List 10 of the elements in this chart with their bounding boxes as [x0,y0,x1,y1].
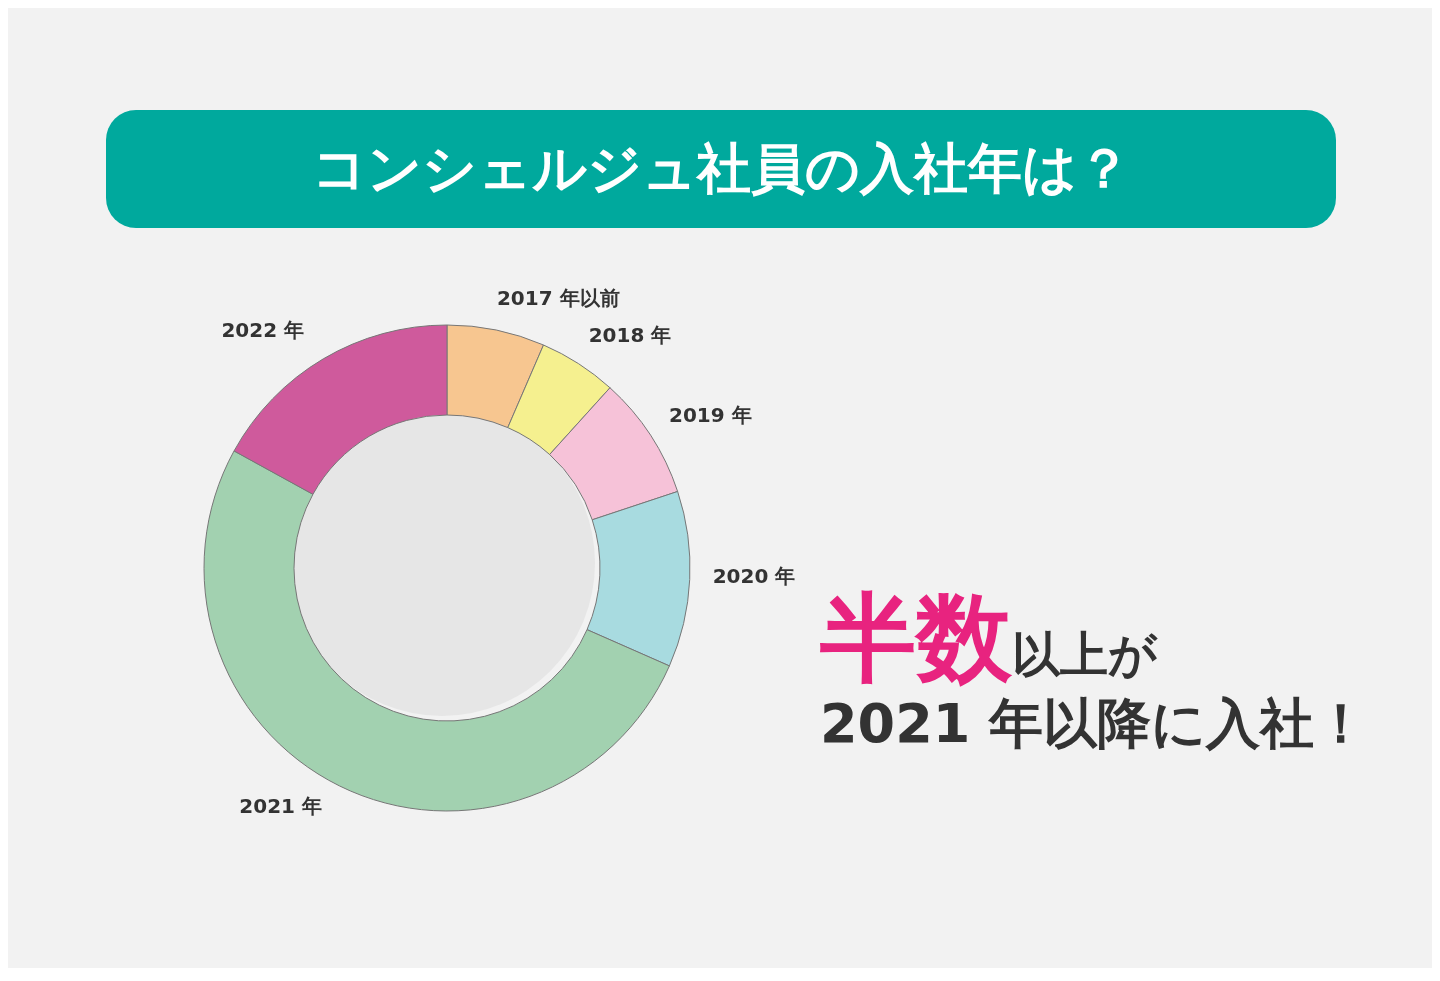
text: 2021 年以降に入社！ [820,692,1369,756]
text: 以上が [1012,626,1157,682]
slice-label: 2020 年 [712,563,796,588]
chart-title: コンシェルジュ社員の入社年は？ [106,110,1336,228]
slice-label: 2022 年 [221,317,305,342]
slice-label: 2019 年 [668,402,752,427]
text: 半数 [820,582,1012,694]
slice-label: 2017 年以前 [496,285,620,310]
slice-label: 2018 年 [588,323,672,348]
slice-label: 2021 年 [239,793,323,818]
